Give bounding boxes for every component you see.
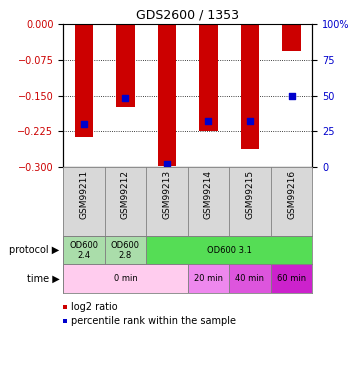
Text: 60 min: 60 min [277, 274, 306, 283]
Point [288, 93, 294, 99]
Point [205, 118, 211, 124]
Text: GSM99214: GSM99214 [204, 170, 213, 219]
Bar [146, 236, 312, 264]
Text: 40 min: 40 min [235, 274, 265, 283]
Bar [199, 24, 218, 131]
Bar [271, 264, 312, 292]
Bar [63, 264, 188, 292]
Bar [229, 264, 271, 292]
Point [81, 121, 87, 127]
Text: percentile rank within the sample: percentile rank within the sample [71, 316, 236, 326]
Text: protocol ▶: protocol ▶ [9, 245, 60, 255]
Text: GSM99212: GSM99212 [121, 170, 130, 219]
Point [122, 96, 129, 102]
Bar [158, 24, 176, 166]
Text: GSM99211: GSM99211 [79, 170, 88, 219]
Text: time ▶: time ▶ [27, 273, 60, 284]
Title: GDS2600 / 1353: GDS2600 / 1353 [136, 9, 239, 22]
Bar [116, 24, 135, 108]
Bar [188, 264, 229, 292]
Bar [105, 236, 146, 264]
Text: GSM99213: GSM99213 [162, 170, 171, 219]
Text: OD600
2.8: OD600 2.8 [111, 241, 140, 260]
Point [164, 161, 170, 167]
Text: OD600 3.1: OD600 3.1 [207, 246, 252, 255]
Bar [75, 24, 93, 137]
Bar [241, 24, 259, 149]
Bar [63, 236, 105, 264]
Text: log2 ratio: log2 ratio [71, 302, 118, 312]
Text: GSM99216: GSM99216 [287, 170, 296, 219]
Bar [282, 24, 301, 51]
Text: OD600
2.4: OD600 2.4 [69, 241, 99, 260]
Text: GSM99215: GSM99215 [245, 170, 255, 219]
Text: 0 min: 0 min [114, 274, 137, 283]
Point [247, 118, 253, 124]
Text: 20 min: 20 min [194, 274, 223, 283]
